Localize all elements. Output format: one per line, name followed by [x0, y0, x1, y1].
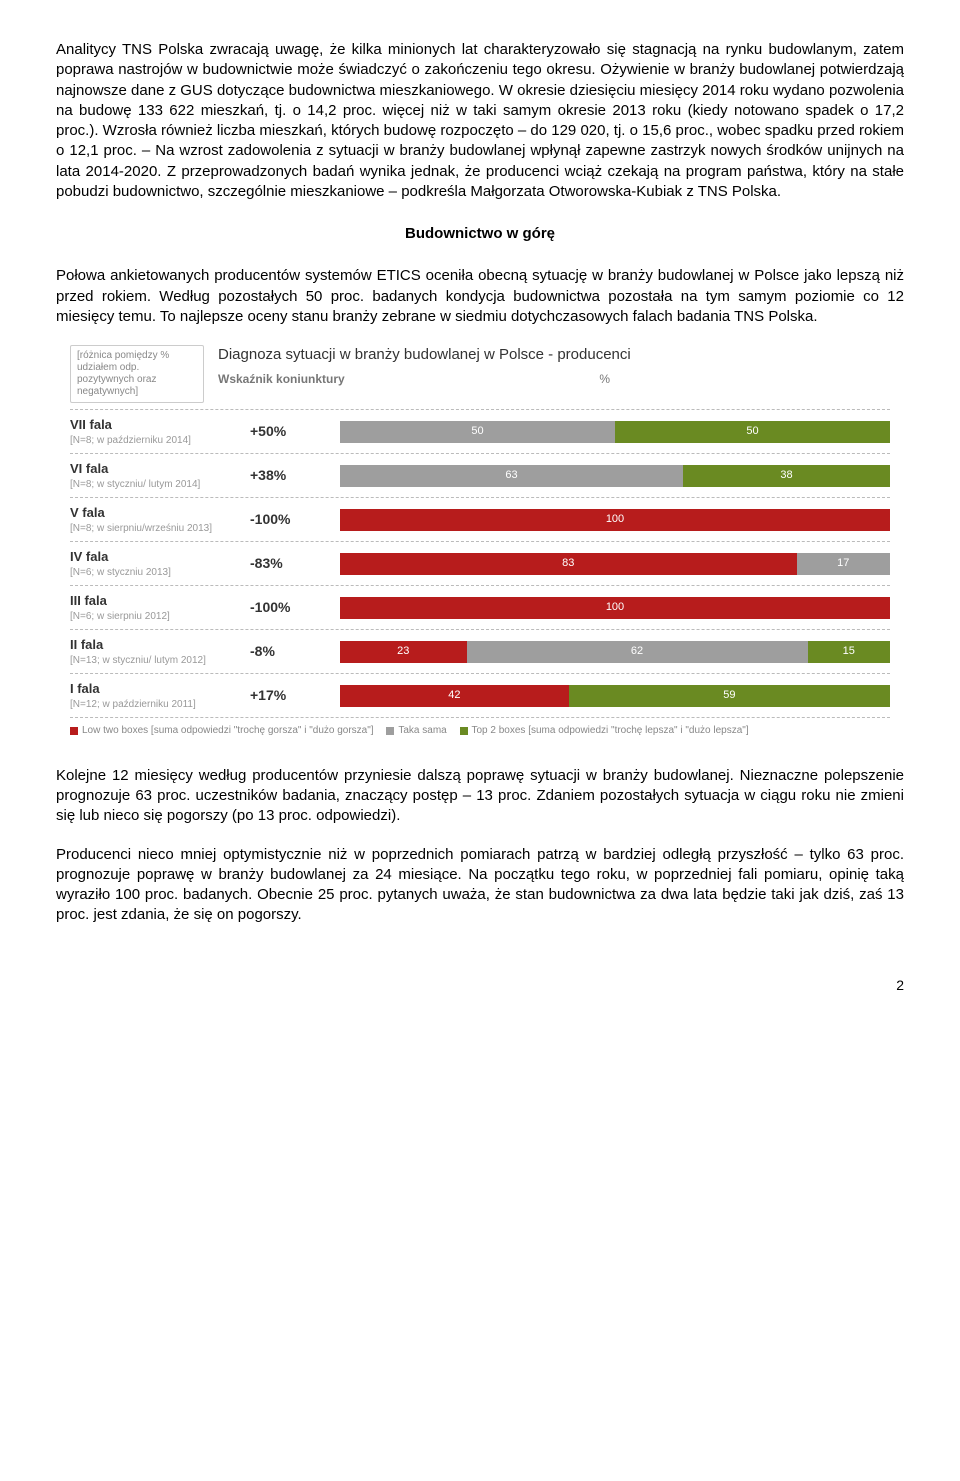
wave-indicator: -83% [250, 554, 340, 573]
chart-row: III fala[N=6; w sierpniu 2012]-100%100 [70, 586, 890, 630]
chart-subheader-left: Wskaźnik koniunktury [218, 371, 345, 387]
bar-segment-low: 100 [340, 509, 890, 531]
bar-segment-same: 17 [797, 553, 891, 575]
wave-indicator: +50% [250, 422, 340, 441]
chart-legend: Low two boxes [suma odpowiedzi "trochę g… [70, 718, 890, 738]
paragraph-3: Kolejne 12 miesięcy według producentów p… [56, 766, 904, 827]
bar-segment-top: 38 [683, 465, 890, 487]
chart-rows: VII fala[N=8; w październiku 2014]+50%50… [70, 410, 890, 718]
wave-indicator: -8% [250, 642, 340, 661]
chart-title: Diagnoza sytuacji w branży budowlanej w … [218, 345, 890, 365]
chart-row: II fala[N=13; w styczniu/ lutym 2012]-8%… [70, 630, 890, 674]
chart-row: VI fala[N=8; w styczniu/ lutym 2014]+38%… [70, 454, 890, 498]
paragraph-2: Połowa ankietowanych producentów systemó… [56, 266, 904, 327]
wave-label: IV fala[N=6; w styczniu 2013] [70, 548, 250, 579]
bar-segment-low: 83 [340, 553, 797, 575]
wave-label: II fala[N=13; w styczniu/ lutym 2012] [70, 636, 250, 667]
wave-bar: 8317 [340, 553, 890, 575]
page-number: 2 [56, 976, 904, 995]
chart-row: V fala[N=8; w sierpniu/wrześniu 2013]-10… [70, 498, 890, 542]
wave-bar: 5050 [340, 421, 890, 443]
legend-swatch-same [386, 727, 394, 735]
wave-bar: 236215 [340, 641, 890, 663]
chart-header: [różnica pomiędzy % udziałem odp. pozyty… [70, 345, 890, 410]
legend-swatch-low [70, 727, 78, 735]
chart-subheader-right: % [599, 371, 610, 387]
diagnosis-chart: [różnica pomiędzy % udziałem odp. pozyty… [70, 345, 890, 738]
bar-segment-low: 23 [340, 641, 467, 663]
chart-row: I fala[N=12; w październiku 2011]+17%425… [70, 674, 890, 718]
bar-segment-top: 50 [615, 421, 890, 443]
bar-segment-top: 15 [808, 641, 891, 663]
chart-note-box: [różnica pomiędzy % udziałem odp. pozyty… [70, 345, 204, 403]
bar-segment-same: 62 [467, 641, 808, 663]
bar-segment-low: 100 [340, 597, 890, 619]
legend-label-low: Low two boxes [suma odpowiedzi "trochę g… [82, 725, 374, 736]
legend-label-same: Taka sama [398, 725, 446, 736]
chart-row: IV fala[N=6; w styczniu 2013]-83%8317 [70, 542, 890, 586]
wave-indicator: -100% [250, 510, 340, 529]
wave-bar: 6338 [340, 465, 890, 487]
wave-indicator: +38% [250, 466, 340, 485]
wave-label: VI fala[N=8; w styczniu/ lutym 2014] [70, 460, 250, 491]
bar-segment-low: 42 [340, 685, 569, 707]
paragraph-4: Producenci nieco mniej optymistycznie ni… [56, 845, 904, 926]
legend-label-top: Top 2 boxes [suma odpowiedzi "trochę lep… [472, 725, 749, 736]
wave-bar: 4259 [340, 685, 890, 707]
wave-bar: 100 [340, 509, 890, 531]
wave-label: I fala[N=12; w październiku 2011] [70, 680, 250, 711]
bar-segment-top: 59 [569, 685, 890, 707]
section-title: Budownictwo w górę [56, 224, 904, 244]
paragraph-intro: Analitycy TNS Polska zwracają uwagę, że … [56, 40, 904, 202]
wave-label: VII fala[N=8; w październiku 2014] [70, 416, 250, 447]
wave-bar: 100 [340, 597, 890, 619]
wave-label: V fala[N=8; w sierpniu/wrześniu 2013] [70, 504, 250, 535]
bar-segment-same: 50 [340, 421, 615, 443]
legend-swatch-top [460, 727, 468, 735]
wave-indicator: -100% [250, 598, 340, 617]
bar-segment-same: 63 [340, 465, 683, 487]
wave-label: III fala[N=6; w sierpniu 2012] [70, 592, 250, 623]
chart-row: VII fala[N=8; w październiku 2014]+50%50… [70, 410, 890, 454]
wave-indicator: +17% [250, 686, 340, 705]
